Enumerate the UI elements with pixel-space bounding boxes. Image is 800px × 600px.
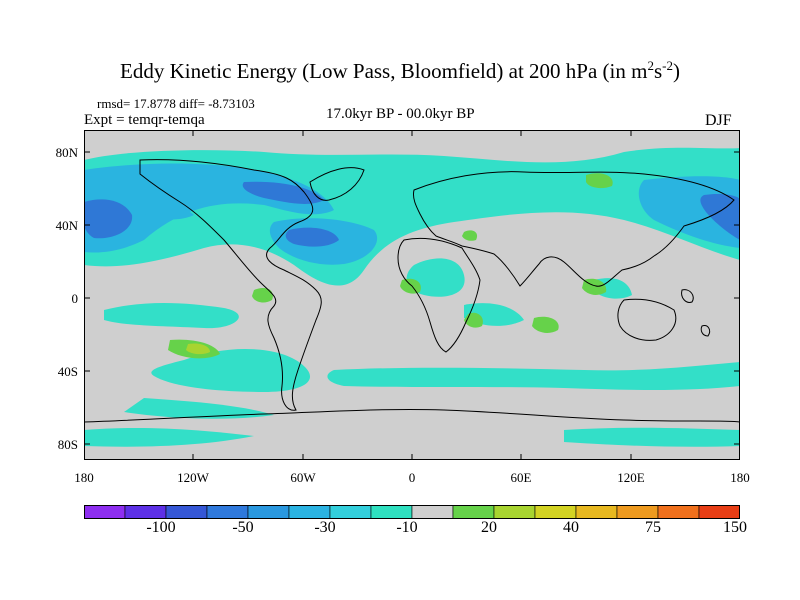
colorbar-box [698,505,740,519]
colorbar-label: 20 [481,519,497,536]
y-label-80n: 80N [55,145,78,160]
colorbar-box [84,505,126,519]
colorbar-box [493,505,536,519]
colorbar-box [206,505,249,519]
period-label: 17.0kyr BP - 00.0kyr BP [326,106,475,122]
colorbar-label: 75 [645,519,661,536]
colorbar-label: -100 [146,519,176,536]
colorbar-box [165,505,208,519]
x-label-120w: 120W [177,470,209,485]
experiment-label: Expt = temqr-temqa [84,112,205,128]
colorbar-box [288,505,331,519]
axis-ticks [84,130,740,460]
colorbar-box [534,505,577,519]
y-label-40s: 40S [57,364,78,379]
colorbar-label: 40 [563,519,579,536]
colorbar-box [616,505,659,519]
colorbar-box [575,505,618,519]
colorbar-label: -10 [396,519,418,536]
season-label: DJF [705,112,732,129]
field-yellow-green [186,343,210,355]
x-label-0: 0 [408,470,416,485]
colorbar-box [411,505,454,519]
colorbar-box [452,505,495,519]
x-label-120e: 120E [617,470,645,485]
colorbar-box [329,505,372,519]
field-deep-blue [84,181,740,247]
x-label-60e: 60E [510,470,532,485]
coastlines [84,159,740,423]
colorbar-box [657,505,700,519]
colorbar [84,505,740,519]
map-plot [84,130,740,460]
y-label-40n: 40N [55,218,78,233]
colorbar-box [370,505,413,519]
x-label-60w: 60W [290,470,316,485]
y-label-80s: 80S [57,437,78,452]
colorbar-label: -30 [314,519,336,536]
x-label-180w: 180 [74,470,94,485]
x-label-180e: 180 [730,470,750,485]
colorbar-box [247,505,290,519]
plot-title: Eddy Kinetic Energy (Low Pass, Bloomfiel… [120,58,680,83]
colorbar-label: 150 [723,519,747,536]
colorbar-label: -50 [232,519,254,536]
y-label-0: 0 [71,291,79,306]
colorbar-box [124,505,167,519]
stats-text: rmsd= 17.8778 diff= -8.73103 [97,96,255,111]
